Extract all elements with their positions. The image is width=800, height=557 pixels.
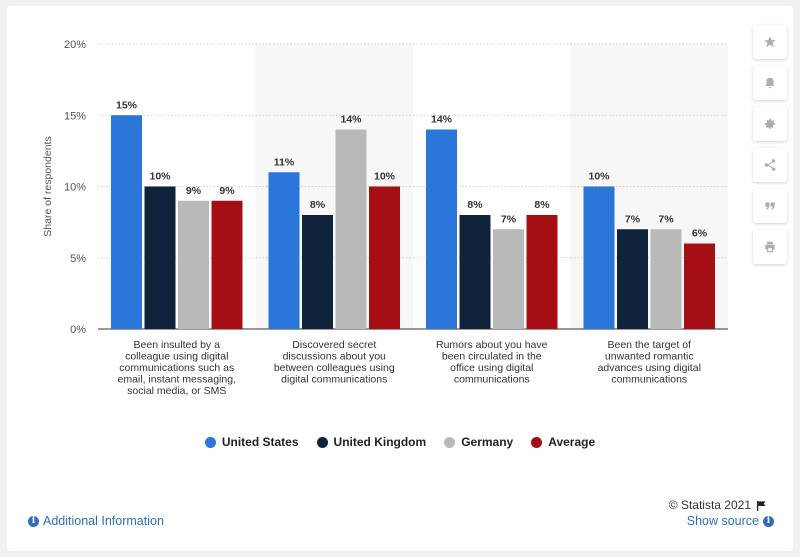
legend-label: United States bbox=[221, 435, 299, 449]
y-tick-label: 20% bbox=[64, 39, 86, 51]
bar bbox=[211, 200, 243, 329]
x-category-label: office using digital bbox=[450, 362, 533, 374]
y-tick-label: 0% bbox=[70, 324, 86, 336]
data-label: 14% bbox=[431, 114, 453, 126]
show-source-link[interactable]: Show source i bbox=[687, 514, 774, 528]
y-tick-label: 5% bbox=[70, 253, 86, 265]
bar bbox=[526, 215, 558, 329]
bar bbox=[617, 229, 648, 329]
legend-swatch bbox=[531, 436, 543, 448]
y-tick-label: 15% bbox=[64, 110, 86, 122]
data-label: 14% bbox=[340, 114, 362, 126]
legend-swatch bbox=[204, 436, 216, 448]
share-icon[interactable] bbox=[753, 148, 787, 182]
gear-icon[interactable] bbox=[753, 107, 787, 141]
y-tick-label: 10% bbox=[64, 182, 86, 194]
x-category-label: digital communications bbox=[281, 374, 387, 386]
print-icon[interactable] bbox=[753, 230, 787, 264]
bar bbox=[650, 229, 682, 329]
bell-icon[interactable] bbox=[753, 66, 787, 100]
legend-swatch bbox=[444, 436, 456, 448]
legend-item[interactable]: Average bbox=[531, 435, 595, 449]
info-icon: i bbox=[763, 515, 774, 527]
x-category-label: between colleagues using bbox=[274, 362, 395, 374]
chart-legend: United States United Kingdom Germany Averag… bbox=[7, 435, 793, 449]
legend-item[interactable]: United States bbox=[204, 435, 299, 449]
legend-label: Germany bbox=[461, 435, 514, 449]
x-category-label: communications bbox=[611, 374, 687, 386]
data-label: 8% bbox=[310, 199, 326, 211]
additional-information-label: Additional Information bbox=[43, 514, 164, 528]
x-category-label: email, instant messaging, bbox=[118, 374, 236, 386]
x-category-label: colleague using digital bbox=[125, 351, 228, 363]
credit-text: © Statista 2021 bbox=[668, 498, 751, 512]
data-label: 8% bbox=[467, 199, 483, 211]
legend-label: Average bbox=[548, 435, 596, 449]
legend-item[interactable]: United Kingdom bbox=[316, 435, 427, 449]
data-label: 7% bbox=[625, 213, 641, 225]
x-category-label: unwanted romantic bbox=[605, 351, 694, 363]
bar bbox=[459, 215, 491, 329]
data-label: 8% bbox=[534, 199, 550, 211]
quote-icon[interactable] bbox=[753, 189, 787, 223]
x-category-label: communications bbox=[454, 374, 530, 386]
toolbar-sidebar bbox=[753, 25, 787, 271]
bar bbox=[302, 215, 333, 329]
flag-icon[interactable] bbox=[756, 500, 767, 511]
data-label: 11% bbox=[274, 156, 295, 168]
legend-item[interactable]: Germany bbox=[444, 435, 513, 449]
data-label: 9% bbox=[219, 185, 235, 197]
data-label: 10% bbox=[149, 171, 171, 183]
x-category-label: Been insulted by a bbox=[134, 339, 221, 351]
bar bbox=[583, 186, 615, 329]
data-label: 9% bbox=[186, 185, 202, 197]
data-label: 10% bbox=[588, 171, 610, 183]
additional-information-link[interactable]: i Additional Information bbox=[28, 514, 164, 528]
x-category-label: communications such as bbox=[119, 362, 234, 374]
bar bbox=[369, 186, 400, 329]
x-category-label: advances using digital bbox=[598, 362, 701, 374]
bar bbox=[268, 172, 300, 329]
data-label: 7% bbox=[658, 213, 674, 225]
x-category-label: Rumors about you have bbox=[436, 339, 548, 351]
x-category-label: Discovered secret bbox=[292, 339, 376, 351]
bar bbox=[493, 229, 524, 329]
bar bbox=[335, 129, 367, 329]
bar bbox=[144, 186, 176, 329]
data-label: 7% bbox=[501, 213, 517, 225]
legend-label: United Kingdom bbox=[333, 435, 427, 449]
bar-chart: 0% 5% 10% 15% 20% Share of respondents 15% 10% 9… bbox=[42, 39, 728, 397]
star-icon[interactable] bbox=[753, 25, 787, 59]
y-axis-label: Share of respondents bbox=[42, 136, 54, 236]
x-category-label: social media, or SMS bbox=[127, 385, 226, 397]
bar bbox=[111, 115, 142, 329]
x-category-label: Been the target of bbox=[608, 339, 692, 351]
statista-credit: © Statista 2021 bbox=[669, 498, 767, 512]
data-label: 15% bbox=[116, 99, 138, 111]
bar bbox=[426, 129, 457, 329]
data-label: 10% bbox=[374, 171, 396, 183]
chart-card: 0% 5% 10% 15% 20% Share of respondents 15% 10% 9… bbox=[7, 6, 793, 551]
legend-swatch bbox=[316, 436, 328, 448]
show-source-label: Show source bbox=[686, 514, 759, 528]
bar bbox=[178, 200, 209, 329]
x-category-label: discussions about you bbox=[283, 351, 386, 363]
info-icon: i bbox=[28, 515, 39, 527]
data-label: 6% bbox=[692, 228, 708, 240]
bar bbox=[684, 243, 715, 329]
x-category-label: been circulated in the bbox=[442, 351, 542, 363]
